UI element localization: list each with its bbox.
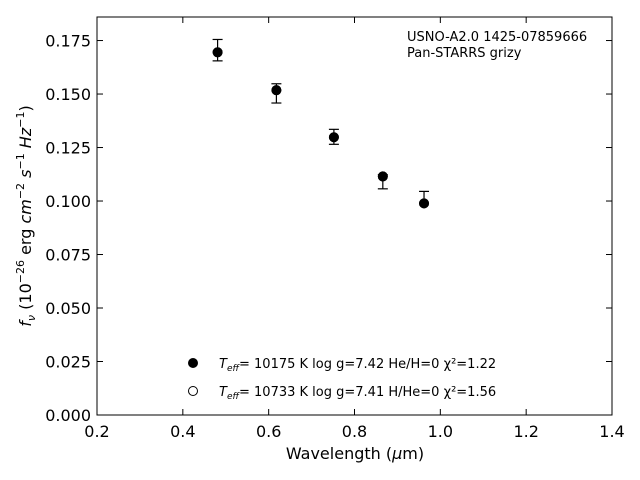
legend-entry-1-text: = 10175 K log g=7.42 He/H=0 χ²=1.22 <box>239 357 496 372</box>
legend-entry-2: Teff= 10733 K log g=7.41 H/He=0 χ²=1.56 <box>219 385 496 402</box>
x-tick-label: 1.2 <box>513 422 538 441</box>
point-open <box>271 85 282 96</box>
y-tick-label: 0.025 <box>45 353 91 372</box>
y-tick-label: 0.050 <box>45 299 91 318</box>
legend-marker-filled <box>188 358 198 368</box>
legend-entry-1: Teff= 10175 K log g=7.42 He/H=0 χ²=1.22 <box>219 357 496 374</box>
y-tick-label: 0.125 <box>45 139 91 158</box>
x-tick-label: 1.4 <box>599 422 624 441</box>
annotation-survey: Pan-STARRS grizy <box>407 46 522 61</box>
y-tick-label: 0.075 <box>45 246 91 265</box>
annotation-star-name: USNO-A2.0 1425-07859666 <box>407 30 587 45</box>
point-open <box>212 47 223 58</box>
plot-frame <box>96 16 613 416</box>
y-tick-label: 0.150 <box>45 85 91 104</box>
point-open <box>377 171 388 182</box>
x-tick-label: 1.0 <box>428 422 453 441</box>
point-open <box>328 132 339 143</box>
x-tick-label: 0.8 <box>342 422 367 441</box>
y-tick-label: 0.175 <box>45 32 91 51</box>
x-tick-label: 0.2 <box>84 422 109 441</box>
y-tick-label: 0.000 <box>45 406 91 425</box>
legend: Teff= 10175 K log g=7.42 He/H=0 χ²=1.22 … <box>188 357 496 402</box>
x-tick-label: 0.4 <box>170 422 195 441</box>
x-tick-label: 0.6 <box>256 422 281 441</box>
x-axis-title: Wavelength (μm) <box>286 444 424 463</box>
y-tick-label: 0.100 <box>45 192 91 211</box>
y-axis-title: fν (10−26 erg cm−2 s−1 Hz−1) <box>14 105 38 326</box>
legend-entry-2-text: = 10733 K log g=7.41 H/He=0 χ²=1.56 <box>239 385 496 400</box>
point-open <box>419 198 430 209</box>
legend-marker-open <box>188 386 198 396</box>
